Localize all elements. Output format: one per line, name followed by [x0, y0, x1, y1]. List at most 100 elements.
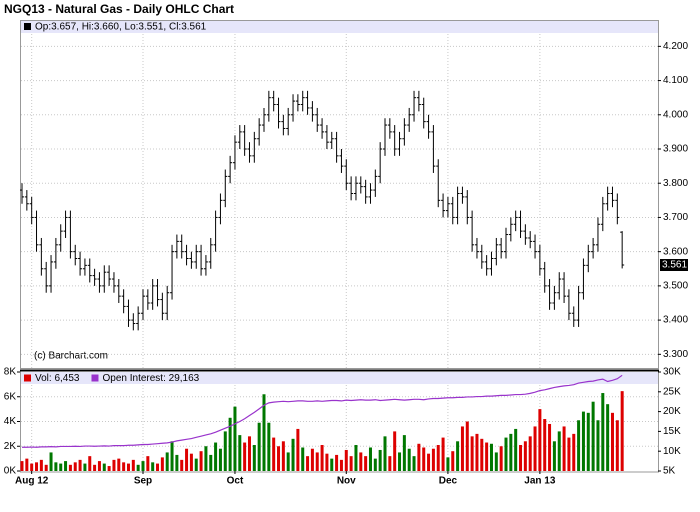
volume-bar: [310, 448, 314, 471]
volume-bar: [359, 452, 363, 471]
volume-bar: [49, 452, 53, 471]
volume-bar: [330, 458, 334, 471]
y-tick-label: 4.100: [663, 75, 688, 86]
volume-bar: [436, 445, 440, 471]
volume-bar: [281, 441, 285, 471]
volume-bar: [344, 449, 348, 471]
y-tick-label: 3.800: [663, 178, 688, 189]
volume-bar: [25, 458, 29, 471]
volume-bar: [586, 412, 590, 471]
y2-tick-label: 5K: [663, 466, 676, 477]
volume-bar: [417, 443, 421, 471]
volume-bar: [156, 463, 160, 471]
volume-bar: [368, 447, 372, 471]
volume-bar: [620, 391, 624, 471]
volume-bar: [272, 437, 276, 471]
volume-bar: [475, 433, 479, 471]
volume-bar: [243, 442, 247, 471]
volume-bar: [523, 441, 527, 471]
volume-bar: [485, 442, 489, 471]
volume-bar: [209, 454, 213, 471]
volume-bar: [407, 448, 411, 471]
volume-bar: [431, 448, 435, 471]
x-tick-label: Nov: [337, 476, 356, 487]
volume-bar: [223, 431, 227, 471]
volume-bar: [54, 462, 58, 471]
volume-bar: [446, 457, 450, 471]
volume-bar: [528, 436, 532, 471]
volume-bar: [102, 463, 106, 471]
volume-bar: [262, 394, 266, 471]
volume-bar: [291, 438, 295, 471]
volume-bar: [185, 448, 189, 471]
last-price-box: [660, 259, 688, 272]
y-tick-label: 3.900: [663, 144, 688, 155]
volume-bar: [422, 447, 426, 471]
volume-bar: [64, 461, 68, 471]
volume-bar: [20, 461, 24, 471]
volume-bar: [494, 452, 498, 471]
volume-bar: [504, 437, 508, 471]
volume-bar: [180, 459, 184, 471]
volume-bar: [543, 419, 547, 471]
volume-bar: [456, 441, 460, 471]
volume-bar: [97, 461, 101, 471]
volume-bar: [596, 420, 600, 471]
legend-label: Open Interest: 29,163: [102, 373, 199, 384]
volume-bar: [204, 446, 208, 471]
volume-bar: [39, 459, 43, 471]
volume-bar: [286, 452, 290, 471]
volume-bar: [354, 445, 358, 471]
volume-bar: [83, 463, 87, 471]
volume-bar: [606, 404, 610, 471]
y2-tick-label: 25K: [663, 386, 681, 397]
volume-bar: [499, 446, 503, 471]
volume-bar: [388, 456, 392, 471]
y-tick-label: 4K: [4, 416, 17, 427]
volume-bar: [160, 457, 164, 471]
volume-bar: [122, 462, 126, 471]
volume-bar: [88, 456, 92, 471]
volume-bar: [315, 452, 319, 471]
volume-bar: [194, 458, 198, 471]
volume-bar: [378, 449, 382, 471]
plot-layer: 3.300 3.400 3.500 3.600 3.700 3.800 3.900 4.000…: [4, 34, 688, 487]
volume-bar: [141, 461, 145, 471]
volume-bar: [615, 420, 619, 471]
volume-bar: [112, 459, 116, 471]
volume-bar: [514, 428, 518, 471]
y2-tick-label: 20K: [663, 406, 681, 417]
y-tick-label: 4.200: [663, 41, 688, 52]
y-tick-label: 2K: [4, 441, 17, 452]
volume-bar: [107, 466, 111, 471]
price-legend-marker: [24, 23, 31, 30]
volume-bar: [35, 462, 39, 471]
y2-tick-label: 10K: [663, 446, 681, 457]
volume-bar: [257, 422, 261, 471]
legend-marker: [91, 374, 99, 382]
volume-bar: [610, 412, 614, 471]
volume-bar: [364, 456, 368, 471]
volume-bar: [267, 422, 271, 471]
volume-bar: [93, 464, 97, 471]
volume-bar: [441, 437, 445, 471]
volume-bar: [228, 417, 232, 471]
volume-bar: [117, 458, 121, 471]
volume-bar: [562, 426, 566, 471]
volume-bar: [277, 446, 281, 471]
y-tick-label: 8K: [4, 367, 17, 378]
volume-bar: [165, 452, 169, 471]
volume-bar: [470, 436, 474, 471]
volume-bar: [320, 445, 324, 471]
volume-bar: [146, 456, 150, 471]
volume-bar: [552, 441, 556, 471]
volume-bar: [489, 443, 493, 471]
volume-bar: [301, 447, 305, 471]
volume-bar: [480, 438, 484, 471]
y2-tick-label: 15K: [663, 426, 681, 437]
volume-bar: [509, 433, 513, 471]
volume-bar: [131, 459, 135, 471]
volume-bar: [451, 451, 455, 471]
volume-bar: [126, 463, 130, 471]
volume-bar: [189, 453, 193, 471]
